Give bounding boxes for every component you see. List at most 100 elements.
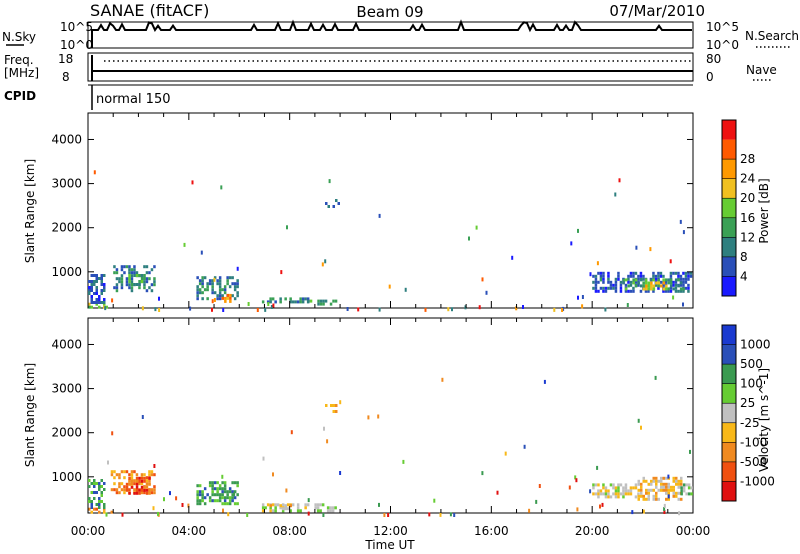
echo-cell (684, 277, 688, 281)
echo-cell (650, 488, 653, 492)
echo-cell (378, 502, 380, 507)
echo-cell (98, 503, 101, 506)
echo-cell (632, 281, 635, 285)
echo-cell (221, 294, 224, 298)
echo-cell (596, 465, 599, 470)
echo-cell (113, 470, 116, 474)
echo-cell (236, 484, 239, 488)
echo-cell (607, 489, 610, 493)
echo-cell (90, 482, 93, 485)
echo-cell (597, 489, 600, 493)
echo-cell (301, 297, 305, 301)
echo-cell (231, 294, 234, 298)
echo-cell (624, 483, 628, 487)
echo-cell (211, 499, 214, 503)
echo-cell (485, 290, 488, 295)
echo-cell (231, 276, 234, 280)
colorbar-tick-label: 20 (740, 191, 755, 205)
echo-cell (130, 268, 134, 272)
echo-cell (120, 482, 124, 486)
echo-cell (667, 281, 670, 285)
echo-cell (98, 510, 101, 514)
echo-cell (138, 286, 141, 290)
colorbar-segment (722, 325, 736, 345)
echo-cell (604, 289, 608, 293)
echo-cell (236, 493, 239, 497)
echo-cell (637, 418, 640, 423)
echo-cell (317, 302, 320, 306)
echo-cell (660, 482, 663, 486)
echo-cell (121, 512, 124, 517)
echo-cell (133, 488, 136, 492)
echo-cell (201, 490, 204, 494)
echo-cell (107, 460, 109, 465)
echo-cell (652, 289, 655, 293)
echo-cell (145, 479, 149, 483)
echo-cell (577, 228, 579, 233)
echo-cell (196, 502, 199, 506)
echo-cell (264, 307, 267, 312)
echo-cell (118, 485, 121, 489)
echo-cell (317, 299, 320, 303)
echo-cell (652, 278, 655, 282)
echo-cell (93, 280, 96, 283)
echo-cell (90, 274, 93, 277)
echo-cell (150, 283, 154, 287)
echo-cell (632, 274, 635, 278)
echo-cell (451, 307, 453, 312)
echo-cell (478, 305, 481, 310)
echo-cell (183, 242, 186, 247)
echo-cell (223, 285, 227, 289)
echo-cell (198, 291, 202, 295)
echo-cell (481, 277, 484, 282)
echo-cell (644, 289, 648, 293)
echo-cell (100, 274, 103, 277)
echo-cell (120, 470, 124, 474)
echo-cell (640, 488, 643, 492)
echo-cell (231, 481, 234, 485)
echo-cell (631, 510, 634, 515)
echo-cell (632, 286, 635, 290)
echo-cell (90, 491, 93, 494)
echo-cell (271, 509, 275, 513)
echo-cell (143, 286, 146, 290)
echo-cell (679, 277, 683, 281)
echo-cell (158, 308, 161, 312)
echo-cell (627, 280, 630, 284)
echo-cell (148, 476, 151, 480)
echo-cell (594, 277, 598, 281)
echo-cell (118, 473, 121, 477)
echo-cell (639, 284, 643, 288)
echo-cell (663, 503, 666, 508)
echo-cell (148, 491, 151, 495)
echo-cell (88, 500, 91, 503)
echo-cell (687, 483, 691, 487)
echo-cell (326, 509, 330, 513)
echo-cell (618, 178, 621, 183)
nsky-trace (91, 19, 692, 48)
echo-cell (640, 425, 642, 430)
echo-cell (672, 271, 675, 275)
echo-cell (682, 287, 685, 291)
echo-cell (291, 300, 295, 304)
echo-cell (659, 280, 663, 284)
echo-cell (130, 271, 134, 275)
echo-cell (680, 489, 683, 493)
freq-unit: [MHz] (4, 66, 39, 80)
echo-cell (138, 482, 141, 486)
echo-cell (664, 287, 668, 291)
echo-cell (221, 502, 224, 506)
echo-cell (143, 476, 146, 480)
echo-cell (143, 473, 146, 477)
power-colorbar: 4 8 12 16 20 24 28 (721, 119, 755, 297)
echo-cell (624, 287, 628, 291)
colorbar-tick-label: -500 (740, 455, 767, 469)
echo-cell (113, 265, 116, 269)
echo-cell (332, 299, 335, 303)
echo-cell (289, 300, 292, 304)
echo-cell (629, 283, 633, 287)
velocity-panel: 1000 2000 3000 4000 Slant Range [km] (23, 317, 694, 517)
echo-cell (269, 504, 272, 508)
echo-cell (196, 294, 199, 298)
echo-cell (100, 277, 103, 280)
